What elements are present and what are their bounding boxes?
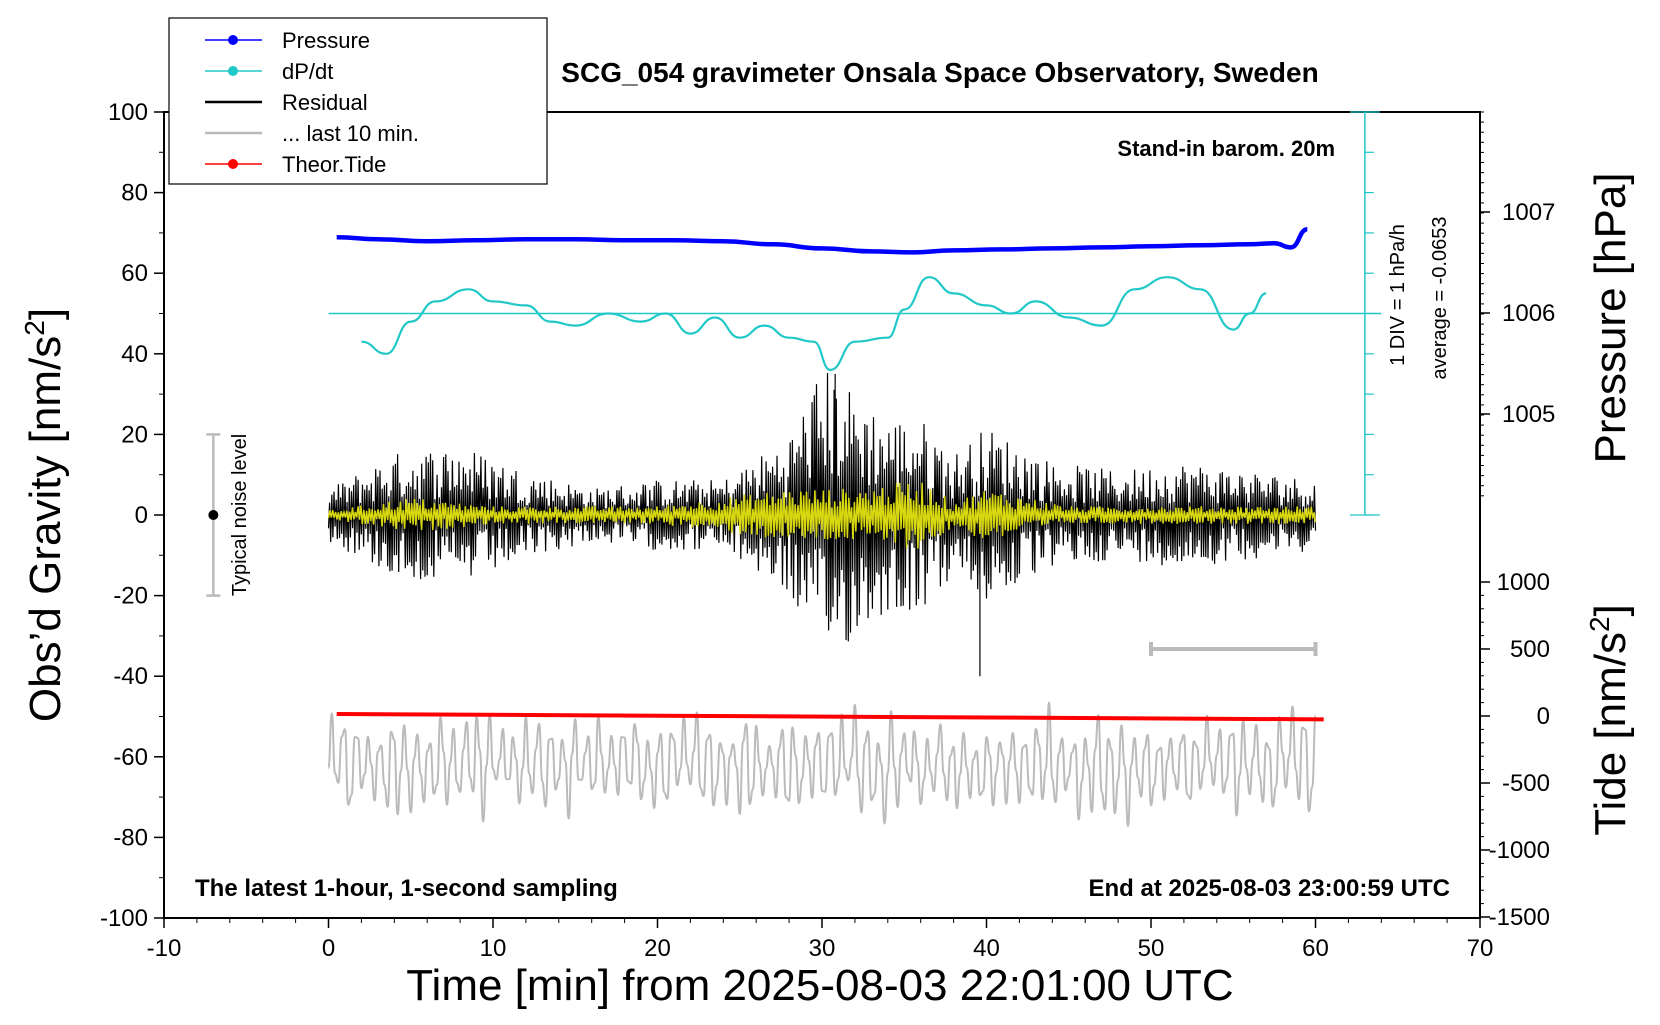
series-last10-line bbox=[327, 701, 1317, 828]
series-dpdt-line bbox=[361, 276, 1267, 372]
y-tick-label: 80 bbox=[121, 180, 148, 207]
y-tick-label: -80 bbox=[113, 824, 148, 851]
stand-in-label: Stand-in barom. 20m bbox=[1117, 136, 1335, 161]
legend: Pressure dP/dt Residual ... last 10 min. The… bbox=[168, 17, 548, 185]
x-tick-label: 70 bbox=[1467, 935, 1494, 962]
series-residual-line bbox=[327, 372, 1317, 642]
legend-marker bbox=[228, 35, 238, 45]
legend-marker bbox=[228, 66, 238, 76]
series-residual-overlay-line bbox=[327, 482, 1317, 549]
end-at-label: End at 2025-08-03 23:00:59 UTC bbox=[1089, 875, 1451, 902]
y-axis-label-tide-end: ] bbox=[1586, 604, 1635, 616]
y-tick-label: 0 bbox=[135, 502, 148, 529]
y-tick-label: 100 bbox=[108, 99, 148, 126]
y-axis-label-tide-main: Tide [nm/s bbox=[1586, 632, 1635, 836]
y-tick-label: 20 bbox=[121, 421, 148, 448]
div-label: 1 DIV = 1 hPa/h bbox=[1387, 224, 1409, 366]
tide-tick-label: 500 bbox=[1510, 636, 1550, 663]
latest-label: The latest 1-hour, 1-second sampling bbox=[195, 875, 618, 902]
y-tick-label: 40 bbox=[121, 341, 148, 368]
tide-tick-label: 0 bbox=[1537, 703, 1550, 730]
pressure-tick-label: 1005 bbox=[1502, 401, 1555, 428]
y-axis-label-tide-sup: 2 bbox=[1584, 616, 1615, 632]
y-tick-label: -20 bbox=[113, 583, 148, 610]
legend-label: Pressure bbox=[282, 28, 370, 53]
x-tick-label: 60 bbox=[1302, 935, 1329, 962]
pressure-tick-label: 1007 bbox=[1502, 199, 1555, 226]
legend-marker bbox=[228, 159, 238, 169]
chart-title: SCG_054 gravimeter Onsala Space Observat… bbox=[561, 57, 1318, 88]
x-tick-label: -10 bbox=[147, 935, 182, 962]
x-tick-label: 20 bbox=[644, 935, 671, 962]
tide-tick-label: -500 bbox=[1502, 770, 1550, 797]
legend-label: dP/dt bbox=[282, 59, 333, 84]
y-tick-label: -40 bbox=[113, 663, 148, 690]
y-tick-label: 60 bbox=[121, 260, 148, 287]
noise-label: Typical noise level bbox=[229, 434, 251, 596]
axis-ticks: -10 0 10 20 30 40 50 60 70100806040200-20-40-60-… bbox=[100, 99, 1555, 962]
y-axis-label-tide: Tide [nm/s2] bbox=[1584, 604, 1635, 836]
tide-tick-label: 1000 bbox=[1497, 569, 1550, 596]
x-tick-label: 50 bbox=[1138, 935, 1165, 962]
legend-label: Residual bbox=[282, 90, 368, 115]
series-tide-line bbox=[336, 711, 1324, 722]
x-axis-label: Time [min] from 2025-08-03 22:01:00 UTC bbox=[406, 961, 1233, 1010]
y-axis-label-left-main: Obs’d Gravity [nm/s bbox=[21, 336, 70, 722]
y-axis-label-left-end: ] bbox=[21, 308, 70, 320]
pressure-tick-label: 1006 bbox=[1502, 300, 1555, 327]
x-tick-label: 40 bbox=[973, 935, 1000, 962]
tide-tick-label: -1500 bbox=[1489, 904, 1550, 931]
x-tick-label: 30 bbox=[809, 935, 836, 962]
noise-bar-center-dot bbox=[208, 510, 219, 520]
legend-items: Pressure dP/dt Residual ... last 10 min. The… bbox=[205, 28, 419, 177]
y-axis-label-pressure: Pressure [hPa] bbox=[1586, 172, 1635, 463]
x-tick-label: 10 bbox=[480, 935, 507, 962]
average-label: average = -0.0653 bbox=[1429, 217, 1451, 380]
legend-label: ... last 10 min. bbox=[282, 121, 419, 146]
legend-label: Theor.Tide bbox=[282, 152, 386, 177]
data-layer bbox=[206, 111, 1382, 828]
x-tick-label: 0 bbox=[322, 935, 335, 962]
y-axis-label-left-sup: 2 bbox=[19, 320, 50, 336]
y-tick-label: -60 bbox=[113, 744, 148, 771]
tide-tick-label: -1000 bbox=[1489, 837, 1550, 864]
series-pressure-line bbox=[336, 226, 1308, 255]
y-tick-label: -100 bbox=[100, 905, 148, 932]
y-axis-label-left: Obs’d Gravity [nm/s2] bbox=[19, 308, 70, 722]
